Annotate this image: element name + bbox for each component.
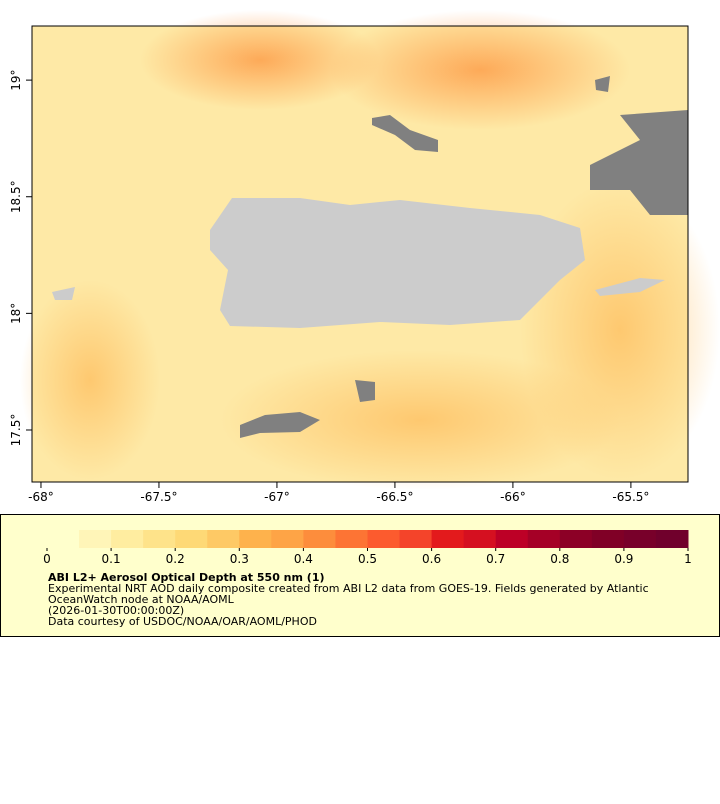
colorbar-tick-label: 0.1 [102,552,121,566]
legend-line: Experimental NRT AOD daily composite cre… [48,582,649,595]
island [210,198,585,328]
colorbar-tick-label: 0.6 [422,552,441,566]
colorbar-tick-label: 0.7 [486,552,505,566]
y-tick-label: 18.5° [9,180,23,213]
x-tick-label: -66° [500,490,526,504]
colorbar-swatch [431,530,465,548]
colorbar-swatch [399,530,433,548]
colorbar-tick-label: 0.9 [614,552,633,566]
legend-title: ABI L2+ Aerosol Optical Depth at 550 nm … [48,571,325,584]
colorbar-swatch [335,530,368,548]
colorbar-swatch [111,530,144,548]
colorbar-tick-label: 0.8 [550,552,569,566]
map-frame [31,25,689,483]
colorbar-swatch [495,530,529,548]
y-tick-label: 18° [9,303,23,324]
legend-line: OceanWatch node at NOAA/AOML [48,593,235,606]
colorbar-swatch [79,530,112,548]
legend-line: Data courtesy of USDOC/NOAA/OAR/AOML/PHO… [48,615,317,628]
cloud-mask [355,380,375,402]
colorbar-swatch [271,530,304,548]
colorbar-tick-label: 1 [684,552,692,566]
y-tick-label: 19° [9,69,23,90]
legend-line: (2026-01-30T00:00:00Z) [48,604,184,617]
island [52,287,75,300]
x-tick-label: -67° [264,490,290,504]
x-tick-label: -66.5° [376,490,413,504]
colorbar-tick-label: 0.3 [230,552,249,566]
colorbar-tick-label: 0 [43,552,51,566]
cloud-mask [372,115,438,152]
haze [20,280,160,480]
x-tick-label: -67.5° [140,490,177,504]
cloud-mask [595,76,610,92]
haze [220,350,620,490]
cloud-mask [590,110,688,215]
island [595,278,665,296]
colorbar-swatch [527,530,561,548]
colorbar-swatch [463,530,497,548]
colorbar-swatch [623,530,657,548]
y-tick-label: 17.5° [9,414,23,447]
colorbar-swatch [559,530,593,548]
x-tick-label: -65.5° [612,490,649,504]
colorbar-swatch [591,530,625,548]
colorbar-tick-label: 0.4 [294,552,313,566]
cloud-mask [240,412,320,438]
colorbar-swatch [367,530,401,548]
map-area [20,10,720,490]
colorbar-swatch [239,530,272,548]
haze [140,10,380,110]
colorbar-swatch [47,530,80,548]
colorbar-tick-label: 0.5 [358,552,377,566]
colorbar-swatch [143,530,176,548]
colorbar-swatch [303,530,336,548]
colorbar-swatch [175,530,208,548]
colorbar-swatch [655,530,689,548]
colorbar-tick-label: 0.2 [166,552,185,566]
haze [330,10,630,130]
x-tick-label: -68° [28,490,54,504]
colorbar-swatch [207,530,240,548]
